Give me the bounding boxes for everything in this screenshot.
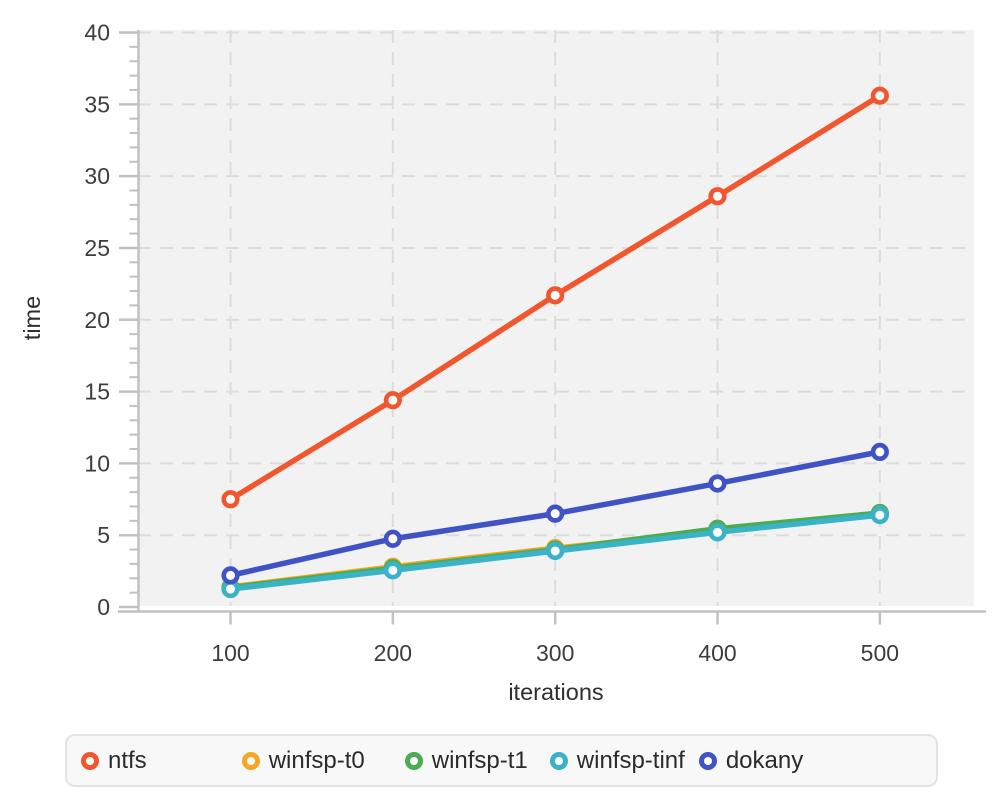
legend-label: winfsp-t0 [268, 746, 365, 774]
x-tick-label: 200 [374, 640, 412, 666]
data-point-ntfs [221, 490, 240, 509]
legend-ring-icon [241, 751, 260, 770]
legend-item-winfsp-t1: winfsp-t1 [404, 746, 528, 775]
y-tick-label: 20 [84, 307, 110, 333]
data-point-ntfs [870, 86, 889, 105]
data-point-winfsp-tinf [546, 541, 565, 561]
data-point-winfsp-tinf [870, 505, 889, 525]
legend-label: dokany [725, 746, 804, 774]
legend-label: winfsp-tinf [576, 746, 685, 774]
x-tick-label: 300 [536, 640, 574, 666]
data-point-dokany [383, 529, 402, 548]
data-point-winfsp-tinf [383, 561, 402, 580]
legend-item-ntfs: ntfs [81, 747, 147, 775]
legend-label: ntfs [108, 746, 147, 774]
legend-ring-icon [404, 751, 423, 770]
legend-label: winfsp-t1 [431, 746, 528, 774]
data-point-ntfs [708, 187, 727, 206]
y-tick-label: 30 [84, 163, 110, 189]
data-point-dokany [708, 474, 727, 493]
data-point-ntfs [383, 391, 402, 410]
legend-item-dokany: dokany [698, 746, 804, 775]
y-tick-label: 25 [84, 235, 110, 261]
y-tick-label: 40 [84, 20, 110, 46]
line-chart: 0 5 10 15 20 25 30 35 40 100 200 300 400 500 iteration… [19, 20, 986, 705]
y-tick-label: 5 [97, 522, 110, 548]
data-point-dokany [221, 566, 240, 585]
chart-legend: ntfs winfsp-t0 winfsp-t1 winfsp-tinf dokany [65, 734, 938, 787]
x-tick-label: 500 [861, 640, 899, 666]
y-axis-title: time [19, 296, 45, 340]
data-point-ntfs [546, 286, 565, 305]
legend-item-winfsp-t0: winfsp-t0 [241, 746, 365, 775]
legend-item-winfsp-tinf: winfsp-tinf [549, 746, 685, 775]
data-point-winfsp-tinf [708, 523, 727, 542]
legend-ring-icon [549, 751, 568, 770]
x-tick-label: 400 [698, 640, 736, 666]
legend-ring-icon [81, 751, 99, 770]
data-point-dokany [870, 442, 889, 461]
y-tick-label: 35 [84, 91, 110, 117]
y-tick-label: 15 [84, 379, 110, 405]
x-tick-label: 100 [211, 640, 249, 666]
data-point-dokany [546, 504, 565, 523]
x-axis-title: iterations [508, 679, 603, 705]
y-tick-label: 0 [97, 594, 110, 620]
legend-ring-icon [698, 751, 717, 770]
y-tick-label: 10 [84, 450, 110, 476]
